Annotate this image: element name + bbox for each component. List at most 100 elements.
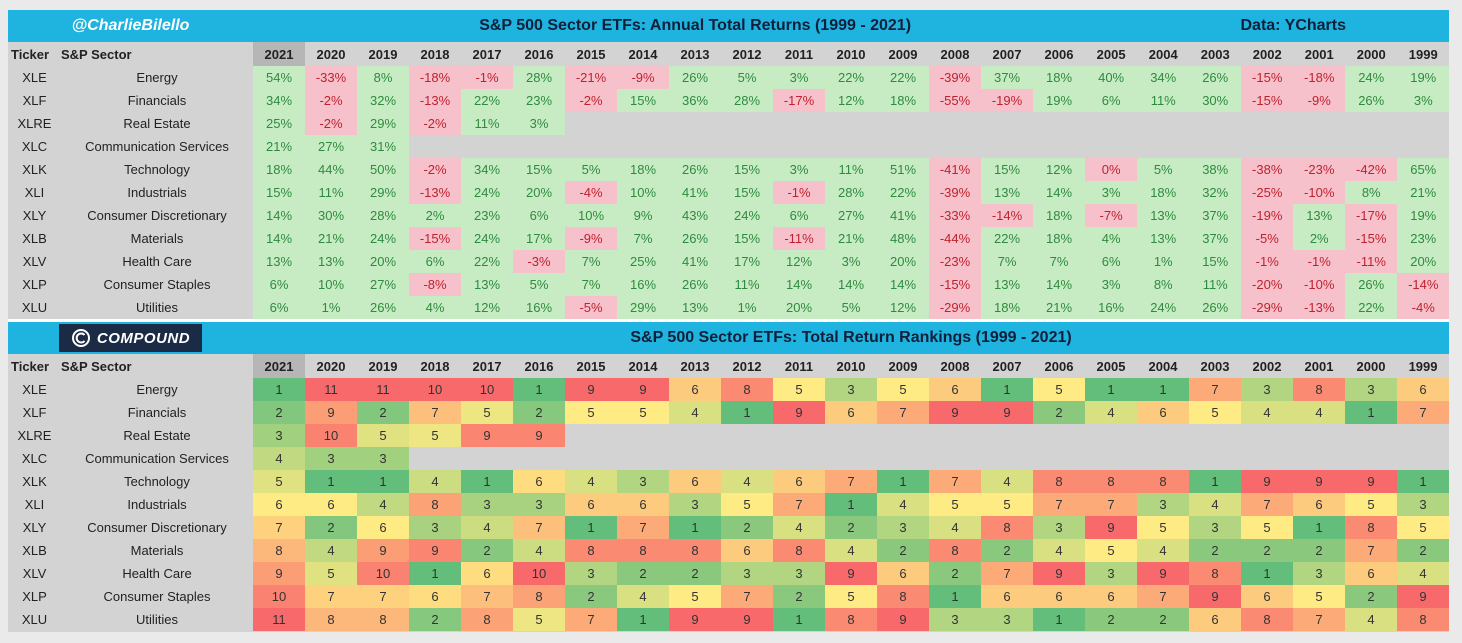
return-cell-2015: 10% [565, 204, 618, 227]
rank-cell-2001: 2 [1293, 539, 1346, 562]
return-cell-2017: 34% [461, 158, 514, 181]
return-cell-2001 [1293, 135, 1346, 158]
return-cell-2009: 12% [877, 296, 930, 319]
rank-cell-1999 [1397, 424, 1450, 447]
sector-cell: Real Estate [58, 424, 254, 447]
ticker-cell: XLF [8, 401, 58, 424]
rank-cell-2008: 9 [929, 401, 982, 424]
return-cell-2005: 6% [1085, 89, 1138, 112]
return-cell-2007: 15% [981, 158, 1034, 181]
return-cell-2005: 3% [1085, 273, 1138, 296]
return-cell-2000 [1345, 112, 1398, 135]
return-cell-2007: 22% [981, 227, 1034, 250]
return-cell-2007 [981, 135, 1034, 158]
ticker-cell: XLU [8, 296, 58, 319]
return-cell-2001: -10% [1293, 181, 1346, 204]
return-cell-2006: 19% [1033, 89, 1086, 112]
return-cell-2006: 18% [1033, 204, 1086, 227]
rank-cell-2018: 6 [409, 585, 462, 608]
rank-cell-2014 [617, 447, 670, 470]
rank-cell-2002: 2 [1241, 539, 1294, 562]
return-cell-2003: 15% [1189, 250, 1242, 273]
return-cell-2001: -1% [1293, 250, 1346, 273]
rank-cell-2019: 8 [357, 608, 410, 631]
rank-cell-2008: 7 [929, 470, 982, 493]
return-cell-2021: 21% [253, 135, 306, 158]
return-cell-2017: 13% [461, 273, 514, 296]
rank-cell-2016: 4 [513, 539, 566, 562]
return-cell-2013: 13% [669, 296, 722, 319]
rank-cell-2000: 8 [1345, 516, 1398, 539]
rank-cell-2010: 3 [825, 378, 878, 401]
return-cell-2021: 34% [253, 89, 306, 112]
return-cell-2003: 38% [1189, 158, 1242, 181]
rank-cell-2006 [1033, 447, 1086, 470]
return-cell-2002: -19% [1241, 204, 1294, 227]
rank-cell-2004: 3 [1137, 493, 1190, 516]
return-cell-2009: 48% [877, 227, 930, 250]
return-cell-2009 [877, 112, 930, 135]
return-cell-2015: -2% [565, 89, 618, 112]
year-header-2017: 2017 [461, 42, 514, 66]
sector-cell: Technology [58, 470, 254, 493]
return-cell-2013: 26% [669, 227, 722, 250]
return-cell-2015: 7% [565, 250, 618, 273]
return-cell-2010: 5% [825, 296, 878, 319]
rank-cell-2017: 2 [461, 539, 514, 562]
return-cell-2008: -29% [929, 296, 982, 319]
returns-row-xlb: XLB Materials 14% 21% 24% -15% 24% 17% -9% 7% 26% 1… [8, 227, 1450, 250]
rank-cell-2019: 3 [357, 447, 410, 470]
return-cell-2005: 40% [1085, 66, 1138, 89]
return-cell-2014: 16% [617, 273, 670, 296]
ticker-cell: XLV [8, 562, 58, 585]
rank-cell-2008: 6 [929, 378, 982, 401]
ticker-cell: XLY [8, 516, 58, 539]
return-cell-2008: -44% [929, 227, 982, 250]
return-cell-2013: 41% [669, 181, 722, 204]
return-cell-2010: 3% [825, 250, 878, 273]
rank-cell-2019: 1 [357, 470, 410, 493]
return-cell-2012: 17% [721, 250, 774, 273]
rankings-header-row: Ticker S&P Sector 2021 2020 2019 2018 2017 2016… [8, 354, 1450, 378]
rank-cell-2017: 1 [461, 470, 514, 493]
rank-row-xlre: XLRE Real Estate 3 10 5 5 9 9 [8, 424, 1450, 447]
rank-cell-2002: 8 [1241, 608, 1294, 631]
rank-cell-2012: 1 [721, 401, 774, 424]
rank-cell-2020: 2 [305, 516, 358, 539]
rank-cell-2008: 5 [929, 493, 982, 516]
return-cell-2004: 1% [1137, 250, 1190, 273]
return-cell-2021: 15% [253, 181, 306, 204]
year-header-2018: 2018 [409, 42, 462, 66]
sector-cell: Consumer Staples [58, 585, 254, 608]
rank-cell-2002: 5 [1241, 516, 1294, 539]
return-cell-2005: 4% [1085, 227, 1138, 250]
sector-cell: Industrials [58, 181, 254, 204]
rank-cell-2013: 8 [669, 539, 722, 562]
return-cell-1999: 19% [1397, 204, 1450, 227]
return-cell-2019: 29% [357, 112, 410, 135]
rank-cell-2015: 4 [565, 470, 618, 493]
rank-cell-2011: 7 [773, 493, 826, 516]
rank-cell-2000: 1 [1345, 401, 1398, 424]
year-header-2011: 2011 [773, 354, 826, 378]
return-cell-2020: 30% [305, 204, 358, 227]
return-cell-2008 [929, 135, 982, 158]
return-cell-2011: -1% [773, 181, 826, 204]
return-cell-2019: 8% [357, 66, 410, 89]
returns-row-xly: XLY Consumer Discretionary 14% 30% 28% 2% 23% 6… [8, 204, 1450, 227]
return-cell-2002 [1241, 112, 1294, 135]
returns-row-xlf: XLF Financials 34% -2% 32% -13% 22% 23% -2% 15% 36… [8, 89, 1450, 112]
rank-cell-2012: 6 [721, 539, 774, 562]
return-cell-2000: -42% [1345, 158, 1398, 181]
rank-cell-2010: 9 [825, 562, 878, 585]
return-cell-2004: 5% [1137, 158, 1190, 181]
sector-header: S&P Sector [58, 42, 254, 66]
rank-cell-2006: 6 [1033, 585, 1086, 608]
return-cell-2007: 13% [981, 181, 1034, 204]
rank-cell-2020: 4 [305, 539, 358, 562]
return-cell-2019: 32% [357, 89, 410, 112]
return-cell-2011: 3% [773, 66, 826, 89]
rank-cell-2012 [721, 447, 774, 470]
return-cell-2020: -2% [305, 112, 358, 135]
return-cell-2006: 14% [1033, 273, 1086, 296]
